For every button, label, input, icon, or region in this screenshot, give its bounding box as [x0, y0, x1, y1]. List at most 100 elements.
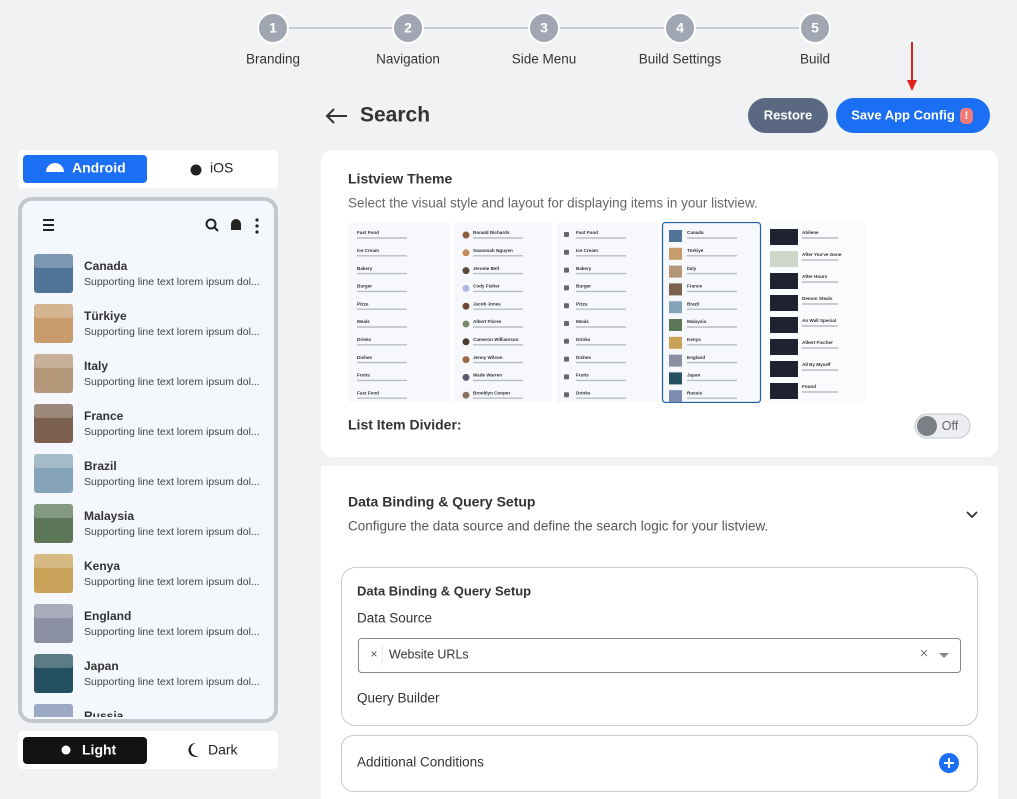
thumb-item-title: Kenya — [687, 337, 701, 342]
bell-icon[interactable] — [231, 219, 241, 230]
save-label: Save App Config — [851, 107, 955, 122]
add-condition-button[interactable] — [939, 753, 959, 773]
more-icon[interactable] — [255, 218, 259, 234]
item-image — [34, 604, 73, 643]
thumb-image — [770, 229, 798, 245]
list-item[interactable]: Kenya Supporting line text lorem ipsum do… — [34, 554, 260, 593]
thumb-item-title: Drinks — [576, 337, 591, 342]
item-image-sky — [34, 504, 73, 518]
light-tab[interactable]: Light — [23, 737, 147, 764]
conditions-panel — [341, 735, 978, 792]
restore-button[interactable]: Restore — [748, 98, 828, 133]
thumb-item-title: Ice Cream — [576, 248, 598, 253]
step-circle — [257, 12, 289, 44]
thumb-item-title: Dishes — [576, 355, 592, 360]
list-item[interactable]: France Supporting line text lorem ipsum d… — [34, 404, 260, 443]
thumb-item-title: Türkiye — [687, 248, 704, 253]
item-subtitle: Supporting line text lorem ipsum dol... — [84, 626, 260, 638]
thumb-item-title: All By Myself — [802, 362, 831, 367]
step[interactable]: 2 Navigation — [376, 12, 440, 67]
thumb-item-title: Albert Fischer — [802, 340, 833, 345]
item-image-sky — [34, 404, 73, 418]
thumb-item-title: Malaysia — [687, 319, 707, 324]
list-item[interactable]: Türkiye Supporting line text lorem ipsum … — [34, 304, 260, 343]
thumb-item-title: Albert Flores — [473, 319, 502, 324]
thumb-icon — [564, 285, 569, 291]
item-title: Japan — [84, 659, 119, 673]
item-image-sky — [34, 254, 73, 268]
step-circle — [392, 12, 424, 44]
list-item[interactable]: England Supporting line text lorem ipsum … — [34, 604, 260, 643]
list-item[interactable]: RussiaSupporting line text lorem ipsum d… — [34, 704, 260, 743]
android-tab[interactable]: Android — [23, 155, 147, 183]
list-item[interactable]: Brazil Supporting line text lorem ipsum d… — [34, 454, 260, 493]
step[interactable]: 5 Build — [799, 12, 831, 67]
back-button[interactable] — [325, 108, 347, 124]
list-item[interactable]: Japan Supporting line text lorem ipsum do… — [34, 654, 260, 693]
save-button[interactable]: Save App Config ! — [836, 98, 990, 133]
theme-thumbnail[interactable]: Canada Türkiye Italy France Brazil Malaysia Ke… — [661, 222, 762, 403]
dark-label: Dark — [208, 742, 239, 758]
item-title: France — [84, 409, 124, 423]
thumb-icon — [564, 321, 569, 326]
step-label: Build Settings — [639, 52, 722, 67]
collapse-chevron[interactable] — [966, 511, 978, 519]
item-subtitle: Supporting line text lorem ipsum dol... — [84, 526, 260, 538]
theme-thumbnail[interactable]: Fast Food Ice Cream Bakery Burger Pizza Meals… — [348, 222, 451, 403]
step-number: 2 — [404, 20, 412, 36]
theme-thumbnail[interactable]: Fast Food Ice Cream Bakery Burger Pizza Meals… — [556, 222, 659, 403]
chip-label: Website URLs — [389, 647, 469, 661]
theme-thumbnail[interactable]: Ronald Richards Savannah Nguyen Jerome Bel… — [453, 222, 553, 403]
thumb-item-title: Japan — [687, 373, 700, 378]
thumb-avatar — [462, 284, 470, 292]
clear-button[interactable]: × — [920, 645, 929, 662]
phone-list: Canada Supporting line text lorem ipsum d… — [34, 254, 260, 743]
step[interactable]: 4 Build Settings — [639, 12, 722, 67]
step-number: 4 — [676, 20, 684, 36]
item-title: Türkiye — [84, 309, 127, 323]
list-item[interactable]: Malaysia Supporting line text lorem ipsum… — [34, 504, 260, 543]
item-subtitle: Supporting line text lorem ipsum dol... — [84, 376, 260, 388]
thumb-avatar — [462, 391, 470, 399]
menu-icon[interactable] — [43, 219, 54, 231]
thumb-item-title: Found — [802, 384, 816, 389]
thumb-avatar — [462, 356, 470, 364]
thumb-item-title: Fast Food — [576, 230, 598, 235]
step-label: Build — [800, 52, 830, 67]
annotation-arrow-head — [907, 80, 917, 91]
thumb-item-title: Pizza — [576, 301, 588, 306]
dropdown-arrow[interactable] — [939, 653, 949, 658]
search-icon[interactable] — [205, 218, 219, 232]
conditions-label: Additional Conditions — [357, 755, 484, 770]
list-item[interactable]: Canada Supporting line text lorem ipsum d… — [34, 254, 260, 293]
ios-label: iOS — [210, 160, 233, 176]
data-source-select[interactable]: × Website URLs × — [358, 638, 961, 673]
theme-thumbnails: Fast Food Ice Cream Bakery Burger Pizza Meals… — [348, 222, 866, 403]
thumb-item-title: Cameron Williamson — [473, 337, 519, 342]
thumb-item-title: Ice Cream — [357, 248, 379, 253]
chip-remove[interactable]: × — [370, 647, 377, 661]
thumb-item-title: Russia — [687, 390, 703, 395]
thumb-item-title: Wade Warren — [473, 373, 502, 378]
thumb-item-title: Jenny Wilson — [473, 355, 503, 360]
step[interactable]: 1 Branding — [246, 12, 300, 67]
step[interactable]: 3 Side Menu — [512, 12, 577, 67]
item-subtitle: Supporting line text lorem ipsum dol... — [84, 676, 260, 688]
thumb-image — [770, 317, 798, 333]
ios-tab[interactable]: iOS — [190, 160, 234, 176]
thumb-item-title: An Wall Special — [802, 318, 836, 323]
thumb-item-title: Demon Steals — [802, 296, 833, 301]
item-image-sky — [34, 604, 73, 618]
item-image — [34, 704, 73, 717]
binding-description: Configure the data source and define the… — [348, 519, 768, 534]
divider-label: List Item Divider: — [348, 417, 462, 433]
theme-thumbnail[interactable]: Abilene After You've Gone After Hours Demon… — [766, 222, 866, 403]
dark-tab[interactable]: Dark — [188, 742, 239, 758]
divider-switch[interactable]: Off — [914, 413, 971, 439]
thumb-item-title: Italy — [687, 266, 697, 271]
item-subtitle: Supporting line text lorem ipsum dol... — [84, 476, 260, 488]
thumb-item-title: France — [687, 284, 703, 289]
list-item[interactable]: Italy Supporting line text lorem ipsum do… — [34, 354, 260, 393]
thumb-avatar — [462, 249, 470, 257]
